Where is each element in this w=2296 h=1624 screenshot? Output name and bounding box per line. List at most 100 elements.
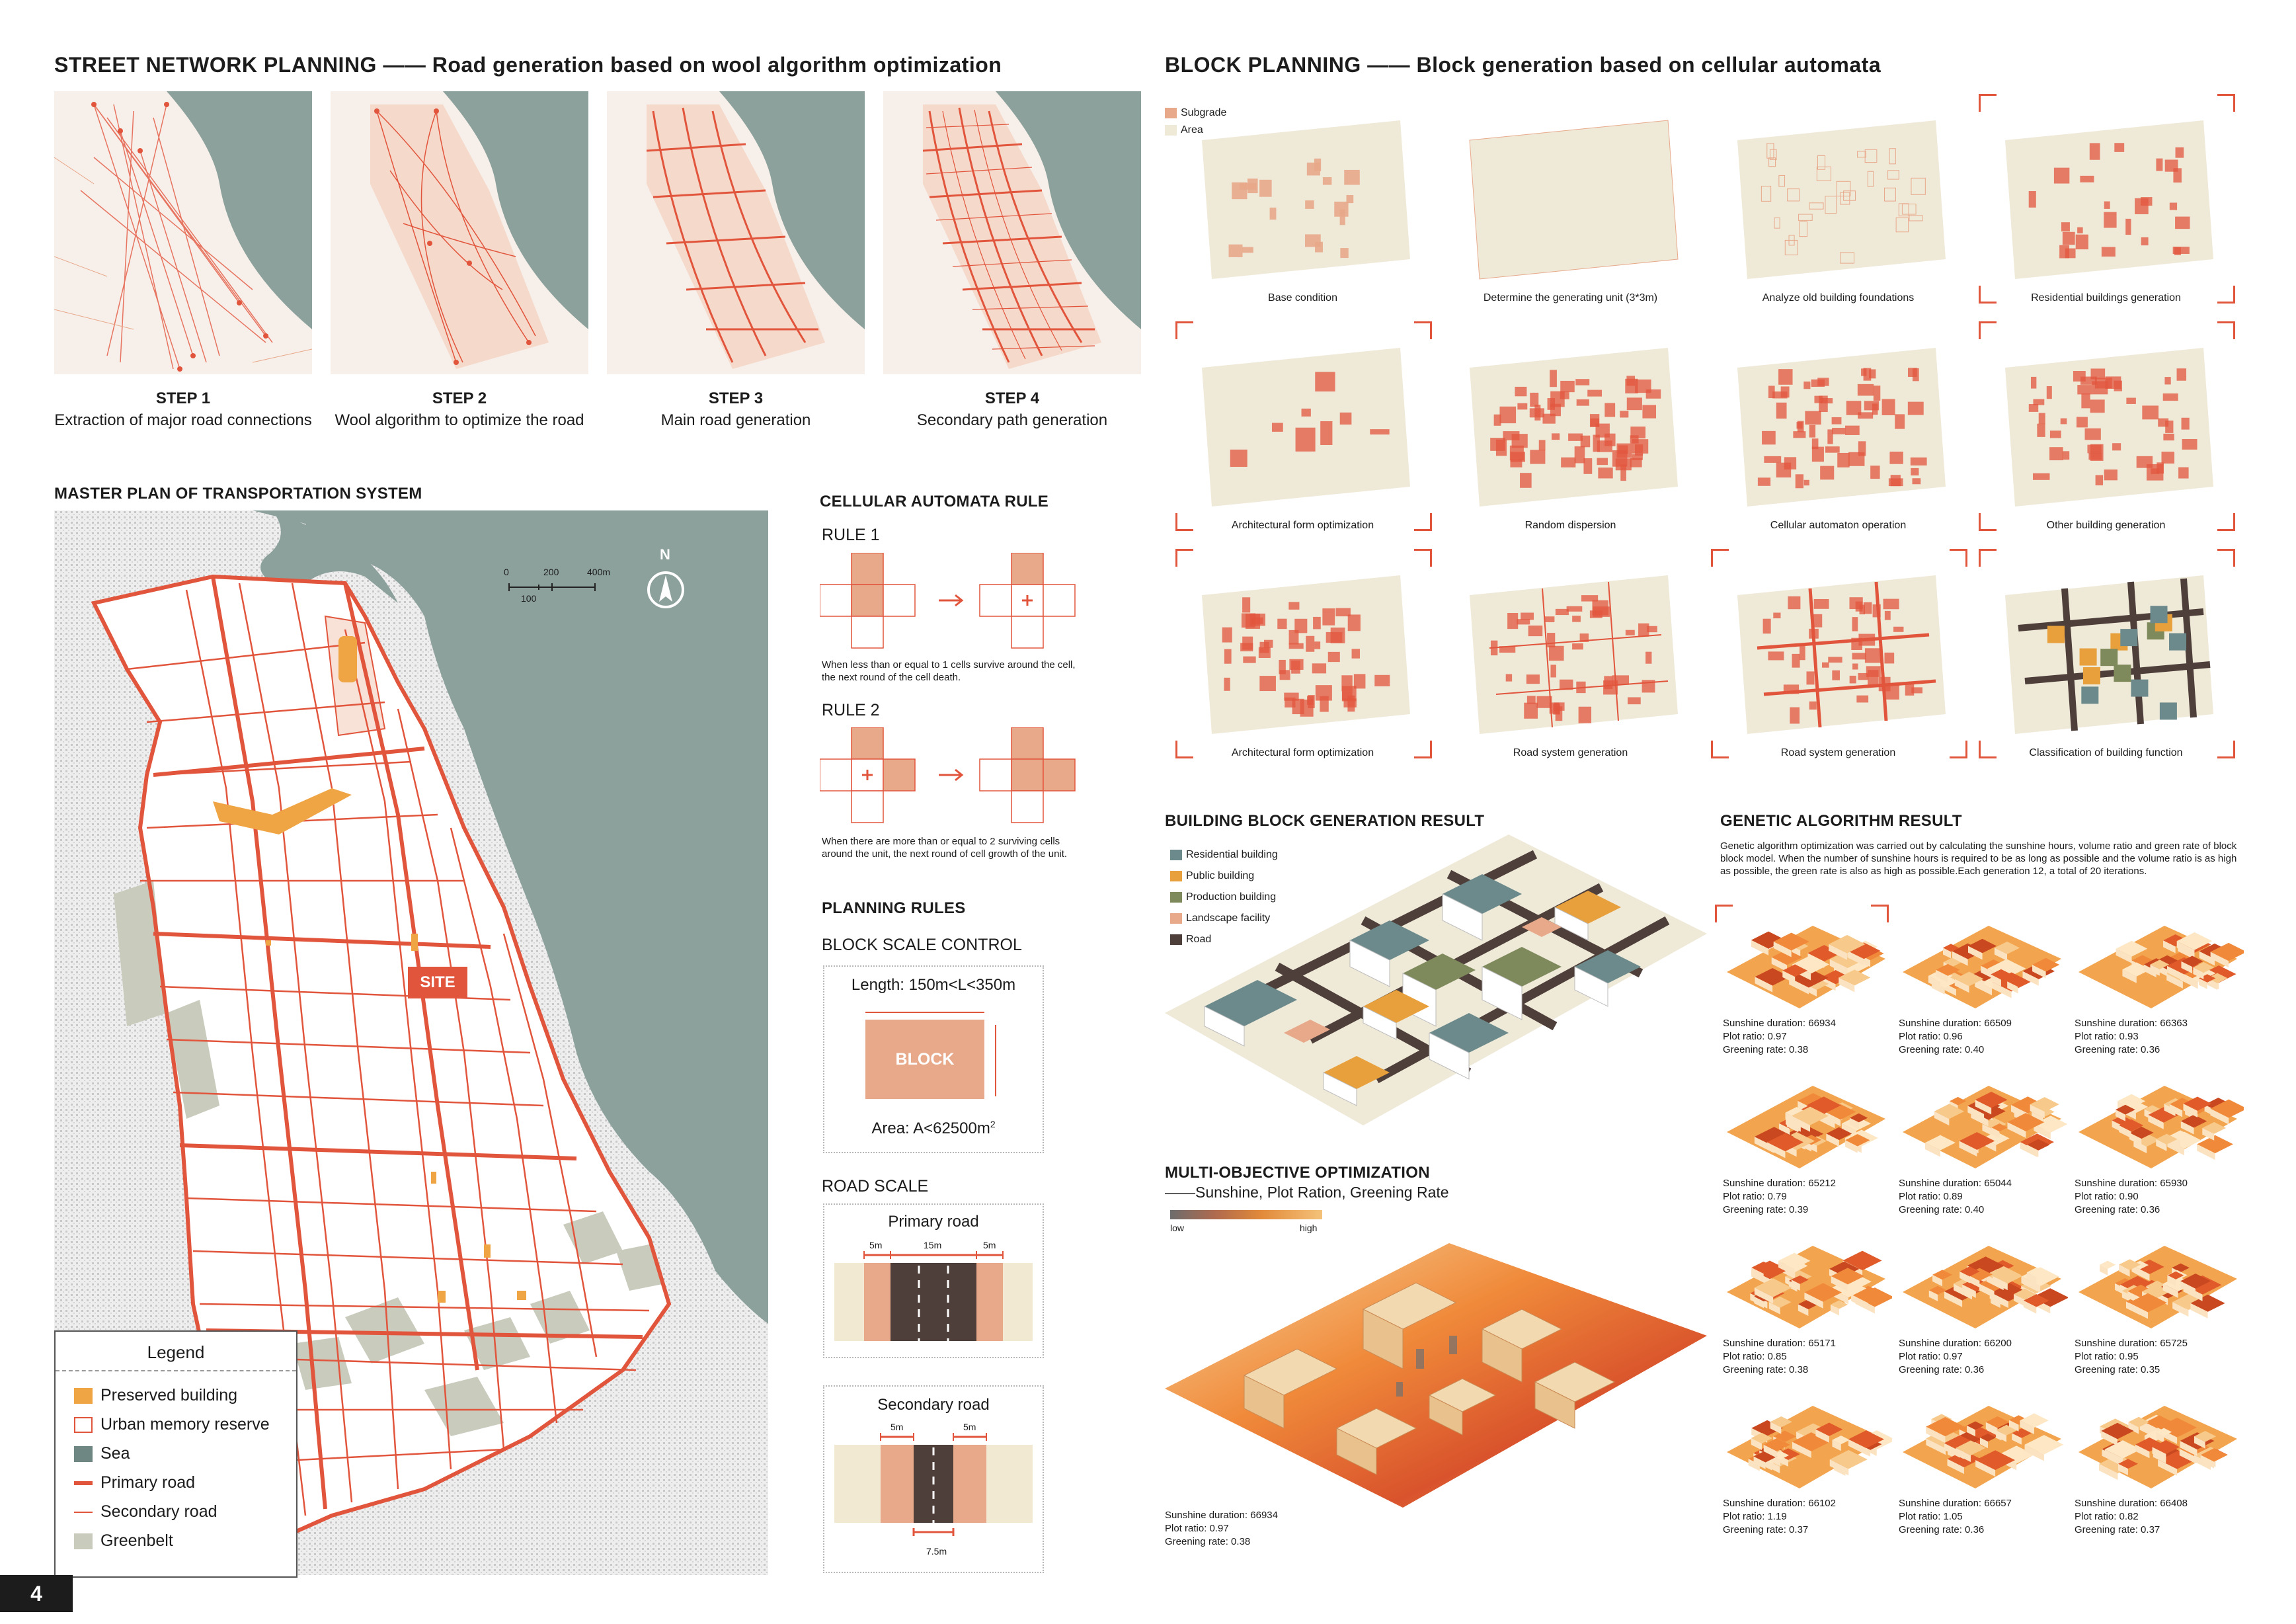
block-step-caption: Road system generation [1513,747,1628,758]
ga-description: Genetic algorithm optimization was carri… [1720,840,2237,877]
ga-greening: Greening rate: 0.38 [1723,1364,1809,1375]
bbg-axonometric [1165,834,1707,1145]
step4-image [883,91,1141,374]
ga-plot-ratio: Plot ratio: 0.97 [1723,1031,1787,1042]
block-step-4: Residential buildings generation [1979,94,2235,312]
selection-bracket [2217,741,2235,758]
secondary-road-title: Secondary road [877,1396,990,1414]
block-title: BLOCK PLANNING —— Block generation based… [1165,53,1881,77]
block-step-caption: Analyze old building foundations [1762,292,1915,304]
road-scale-label: ROAD SCALE [822,1177,929,1196]
selection-bracket [2217,94,2235,112]
bbg-title: BUILDING BLOCK GENERATION RESULT [1165,812,1485,830]
ga-greening: Greening rate: 0.36 [1899,1364,1985,1375]
secondary-dim-3: 7.5m [926,1546,947,1557]
selection-bracket [1414,513,1432,531]
step2-desc: Wool algorithm to optimize the road [335,411,584,429]
ga-result-7: Sunshine duration: 65171 Plot ratio: 0.85… [1720,1233,1895,1391]
block-scale-box: Length: 150m<L<350m BLOCK Area: A<62500m… [823,965,1044,1153]
ga-result-11: Sunshine duration: 66657 Plot ratio: 1.05… [1896,1393,2068,1551]
ga-greening: Greening rate: 0.40 [1899,1044,1985,1055]
ga-plot-ratio: Plot ratio: 0.95 [2075,1351,2139,1362]
ga-plot-ratio: Plot ratio: 0.90 [2075,1191,2139,1202]
rule1-text: When less than or equal to 1 cells survi… [822,659,1076,683]
selection-bracket [1711,549,1729,567]
selection-bracket [2217,321,2235,339]
block-step-2: Determine the generating unit (3*3m) [1443,94,1698,312]
primary-road-box: Primary road 5m 15m 5m [823,1203,1044,1358]
rule2-diagram [819,727,1084,827]
legend-area: Area [1165,122,1226,139]
ga-plot-ratio: Plot ratio: 0.97 [1899,1351,1963,1362]
ga-plot-ratio: Plot ratio: 0.85 [1723,1351,1787,1362]
legend-greenbelt: Greenbelt [74,1531,173,1551]
secondary-dim-2: 5m [963,1422,976,1432]
block-step-caption: Other building generation [2046,520,2166,531]
ga-result-8: Sunshine duration: 66200 Plot ratio: 0.97… [1896,1233,2069,1391]
moo-title: MULTI-OBJECTIVE OPTIMIZATION [1165,1164,1430,1182]
ga-plot-ratio: Plot ratio: 0.79 [1723,1191,1787,1202]
ga-greening: Greening rate: 0.39 [1723,1204,1809,1215]
moo-heatmap [1165,1230,1707,1521]
ga-plot-ratio: Plot ratio: 1.05 [1899,1511,1963,1522]
ga-result-stats: Sunshine duration: 66102 Plot ratio: 1.19… [1723,1497,1836,1537]
map-legend: Legend Preserved building Urban memory r… [54,1330,297,1578]
step3-desc: Main road generation [660,411,811,429]
block-step-caption: Architectural form optimization [1231,520,1374,531]
moo-color-ramp [1170,1210,1322,1219]
rule2-text: When there are more than or equal to 2 s… [822,836,1068,860]
selection-bracket [2217,513,2235,531]
selection-bracket [1979,94,1997,112]
step1-image [54,91,312,374]
block-shape: BLOCK [865,1020,984,1099]
bbg-legend-road: Road [1170,934,1211,946]
ga-plot-ratio: Plot ratio: 0.82 [2075,1511,2139,1522]
ga-result-10: Sunshine duration: 66102 Plot ratio: 1.19… [1720,1393,1896,1551]
block-step-caption: Residential buildings generation [2031,292,2181,304]
ga-greening: Greening rate: 0.35 [2075,1364,2160,1375]
block-step-caption: Base condition [1268,292,1337,304]
rule1-diagram [819,552,1084,652]
ga-sunshine: Sunshine duration: 65212 [1723,1178,1836,1189]
selection-bracket [1414,549,1432,567]
primary-dim-1: 5m [869,1240,883,1250]
ga-sunshine: Sunshine duration: 66408 [2075,1498,2188,1509]
ga-sunshine: Sunshine duration: 65930 [2075,1178,2188,1189]
ga-greening: Greening rate: 0.38 [1723,1044,1809,1055]
legend-primary: Primary road [74,1473,195,1492]
scale-t0: 0 [504,567,509,577]
selection-bracket [1979,741,1997,758]
selection-bracket [1711,741,1729,758]
legend-swatch [74,1533,93,1550]
selection-bracket [1950,741,1967,758]
selection-bracket [1715,905,1733,922]
primary-road-title: Primary road [888,1213,979,1231]
moo-high: high [1300,1223,1318,1233]
ga-title: GENETIC ALGORITHM RESULT [1720,812,1962,830]
ga-greening: Greening rate: 0.36 [2075,1204,2160,1215]
ga-sunshine: Sunshine duration: 66509 [1899,1018,2012,1029]
selection-bracket [1979,321,1997,339]
bbg-legend-public: Public building [1170,870,1254,882]
page-number: 4 [0,1575,73,1612]
ga-sunshine: Sunshine duration: 65725 [2075,1338,2188,1349]
ga-sunshine: Sunshine duration: 66102 [1723,1498,1836,1509]
step4-desc: Secondary path generation [916,411,1108,429]
selection-bracket [2217,549,2235,567]
ga-result-12: Sunshine duration: 66408 Plot ratio: 0.82… [2072,1393,2244,1551]
block-step-12: Classification of building function [1979,549,2235,767]
block-step-10: Road system generation [1443,549,1698,767]
secondary-dim-1: 5m [891,1422,904,1432]
bbg-legend-residential: Residential building [1170,849,1278,861]
ga-result-6: Sunshine duration: 65930 Plot ratio: 0.90… [2072,1073,2248,1231]
ga-greening: Greening rate: 0.37 [2075,1524,2160,1535]
legend-sea: Sea [74,1444,130,1463]
ga-greening: Greening rate: 0.37 [1723,1524,1809,1535]
ga-result-stats: Sunshine duration: 66657 Plot ratio: 1.05… [1899,1497,2012,1537]
north-label: N [660,546,670,563]
ga-result-stats: Sunshine duration: 65930 Plot ratio: 0.90… [2075,1177,2188,1217]
step3-image [607,91,865,374]
ga-result-1: Sunshine duration: 66934 Plot ratio: 0.97… [1715,905,1892,1071]
block-legend: Subgrade Area [1165,104,1226,139]
ga-result-stats: Sunshine duration: 65212 Plot ratio: 0.79… [1723,1177,1836,1217]
